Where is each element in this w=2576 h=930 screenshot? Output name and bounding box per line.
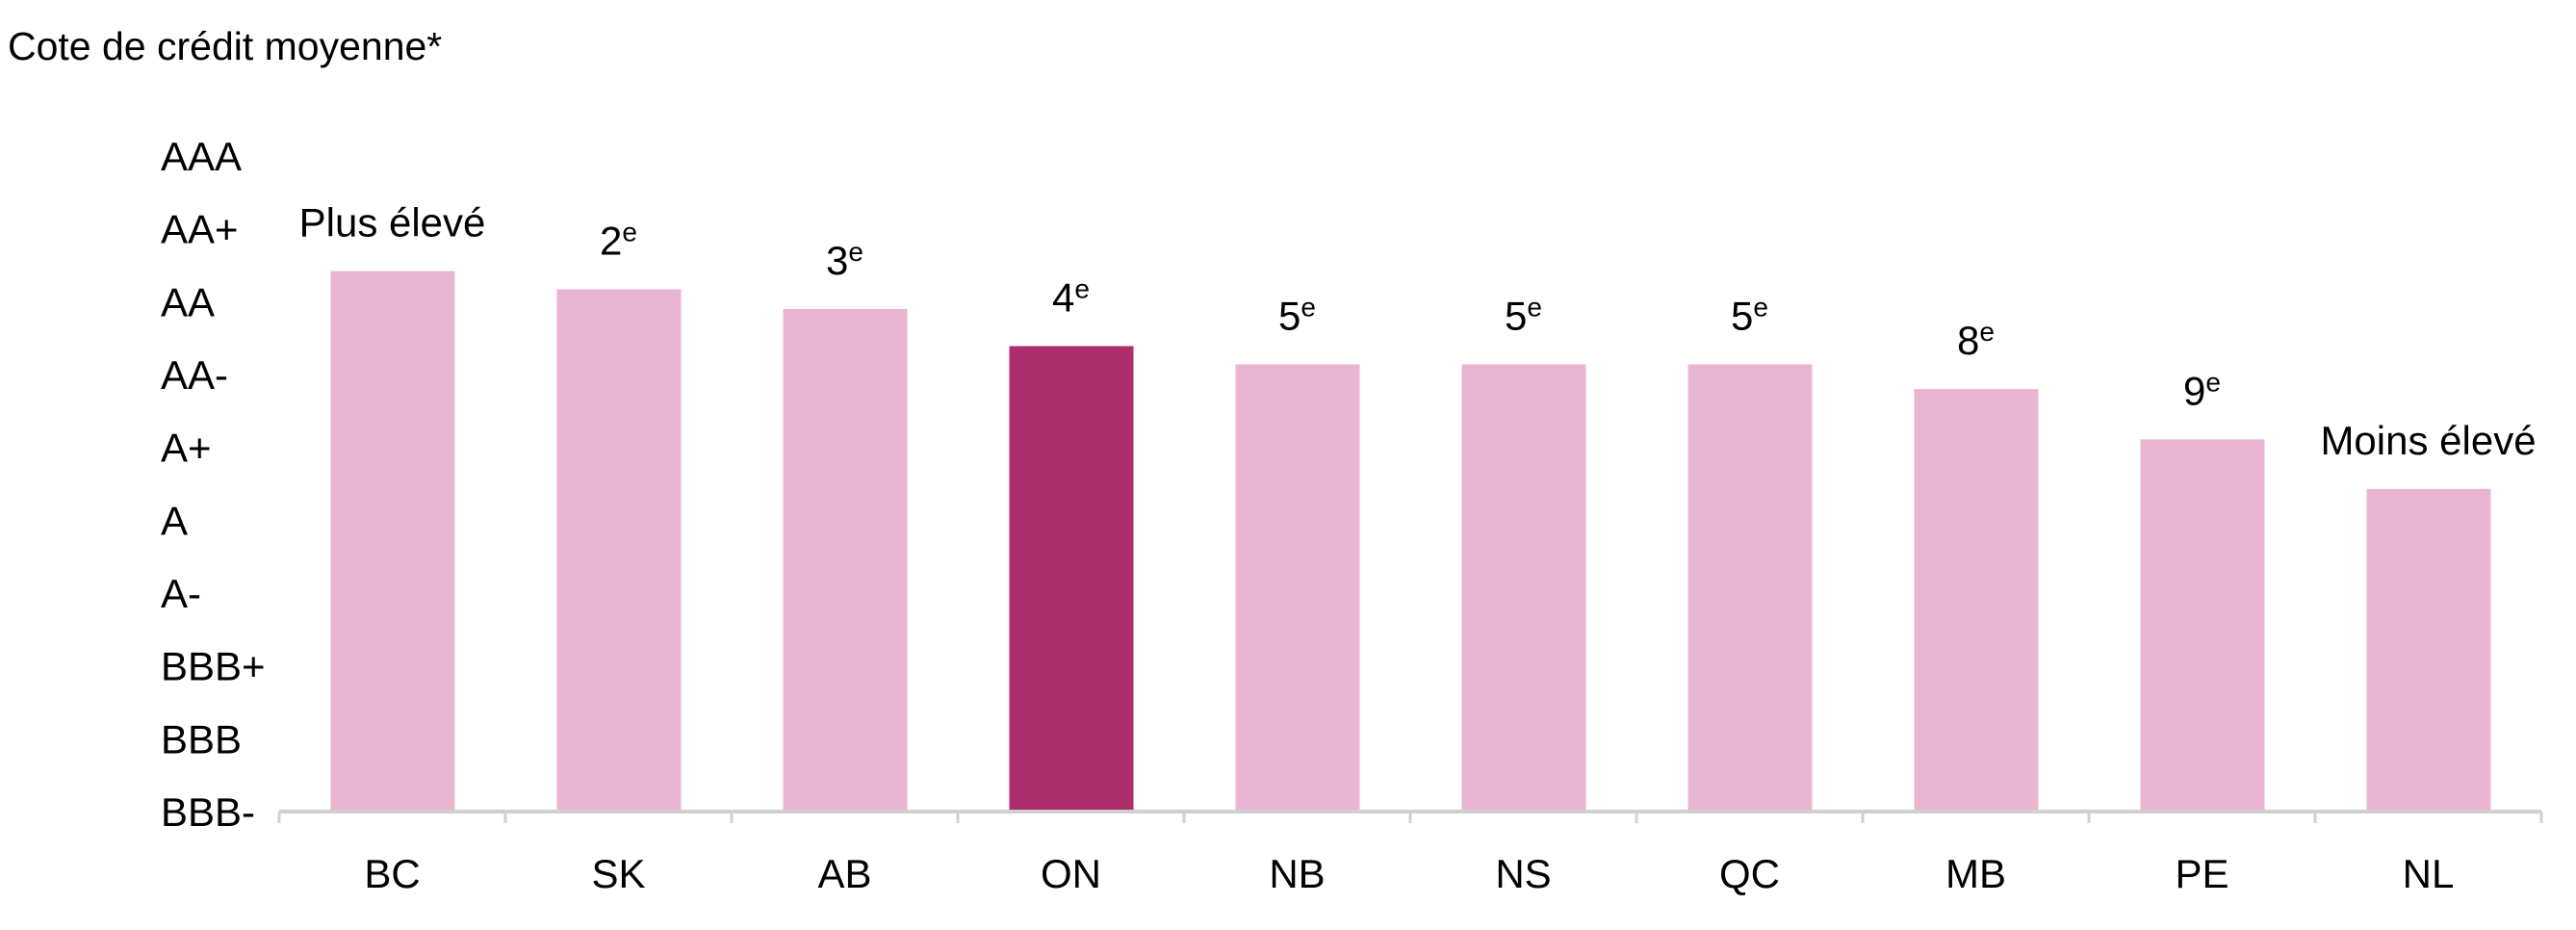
y-tick-label: A- [161,571,201,616]
x-tick-label: NB [1269,851,1325,896]
rank-text: 4 [1052,274,1074,320]
rank-label: 5e [1278,292,1316,338]
y-tick-label: BBB [161,716,242,762]
y-tick-label: BBB+ [161,644,266,689]
bar [783,308,908,812]
rank-suffix: e [1301,292,1316,322]
x-tick-label: ON [1041,851,1101,896]
rank-suffix: e [1753,292,1768,322]
rank-label: 3e [826,237,863,283]
rank-text: 5 [1278,293,1301,338]
x-tick-label: BC [364,851,420,896]
y-tick-label: AA- [161,352,228,398]
rank-text: 5 [1505,293,1527,338]
bar [2366,488,2491,812]
rank-label: 8e [1957,317,1995,363]
y-tick-label: AAA [161,134,242,179]
y-tick-label: AA+ [161,207,239,252]
rank-label: Moins élevé [2320,418,2536,463]
y-tick-label: A [161,498,188,543]
bar [1461,364,1586,812]
bar [2140,439,2265,812]
rank-text: Moins élevé [2320,418,2536,463]
rank-label: Plus élevé [299,200,486,245]
rank-label: 2e [600,217,637,263]
y-tick-label: A+ [161,426,212,471]
rank-text: 9 [2183,368,2205,413]
rank-text: 2 [600,218,622,263]
rank-label: 5e [1731,292,1768,338]
x-tick-label: SK [591,851,645,896]
bar [1687,364,1813,812]
bar [1914,389,2039,812]
rank-suffix: e [848,237,863,267]
x-tick-label: NL [2403,851,2455,896]
x-tick-label: PE [2175,851,2228,896]
x-tick-label: QC [1719,851,1780,896]
rank-suffix: e [1979,317,1995,347]
x-tick-label: MB [1945,851,2006,896]
rank-text: Plus élevé [299,200,486,245]
y-tick-label: BBB- [161,789,255,835]
rank-suffix: e [1074,273,1090,303]
y-tick-label: AA [161,279,215,324]
rank-suffix: e [622,217,637,246]
rank-suffix: e [1527,292,1542,322]
rank-suffix: e [2205,367,2221,397]
rank-text: 5 [1731,293,1753,338]
x-tick-label: NS [1495,851,1551,896]
chart-title: Cote de crédit moyenne* [8,24,442,68]
x-tick-label: AB [817,851,871,896]
bar [556,289,682,813]
bar [1009,346,1134,812]
rank-label: 9e [2183,367,2221,413]
bar [330,271,455,812]
rank-label: 5e [1505,292,1542,338]
rank-text: 3 [826,238,848,283]
rank-label: 4e [1052,273,1090,320]
rank-text: 8 [1957,318,1979,363]
bar [1235,364,1360,812]
